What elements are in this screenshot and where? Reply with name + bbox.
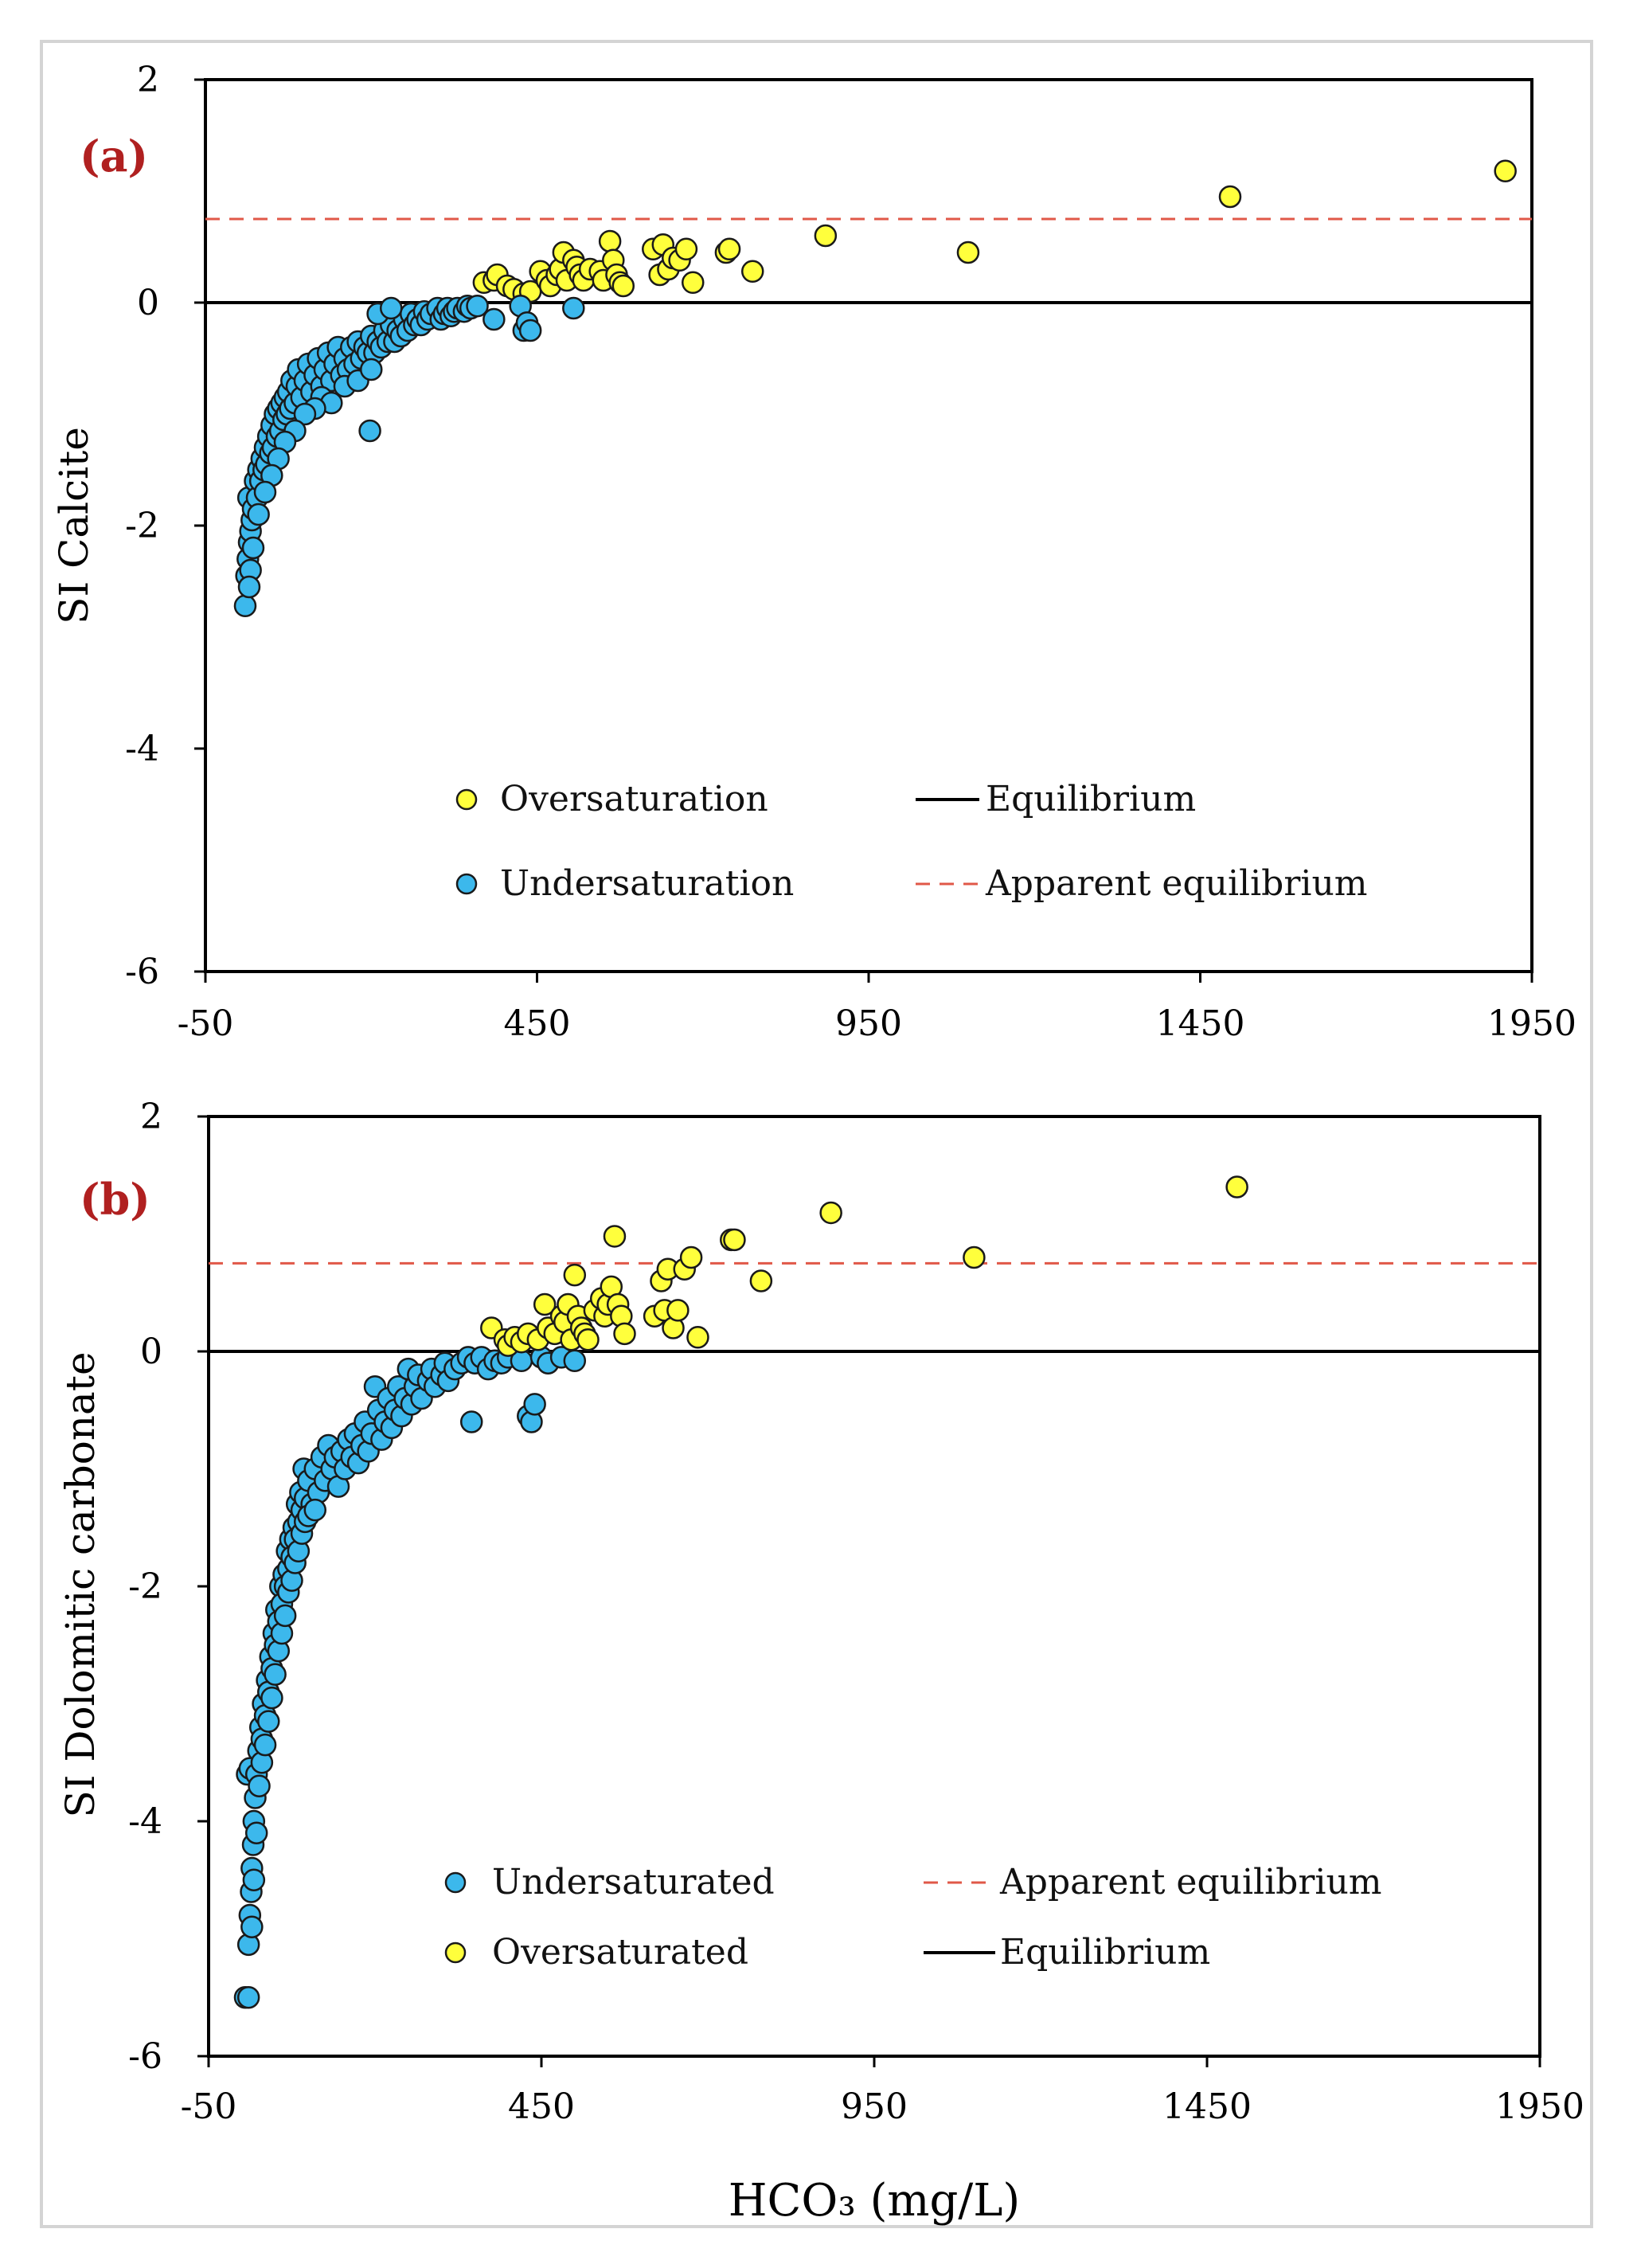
- panel-a-oversaturated-point: [611, 274, 635, 298]
- panel-b-oversaturated-point: [666, 1299, 690, 1322]
- panel-a-undersaturated-point: [247, 502, 270, 526]
- legend-label-undersaturated: Undersaturated: [492, 1862, 775, 1902]
- panel-b-oversaturated-point: [679, 1245, 703, 1269]
- panel-b-oversaturated-point: [563, 1263, 587, 1287]
- panel-b-undersaturated-point: [244, 1821, 268, 1844]
- panel-a-oversaturated-point: [1494, 159, 1517, 183]
- panel-a-y-tick-label: 0: [137, 283, 159, 323]
- legend-marker-undersaturated: [444, 1871, 467, 1894]
- panel-a-x-tick-label: 450: [504, 1003, 571, 1044]
- legend-label-oversaturated: Oversaturated: [492, 1932, 748, 1973]
- legend-marker-oversaturation: [455, 788, 478, 811]
- panel-b-oversaturated-point: [963, 1245, 986, 1269]
- panel-a-undersaturated-point: [482, 307, 506, 331]
- panel-a-undersaturated-point: [518, 319, 542, 342]
- panel-b-y-tick-label: -4: [128, 1801, 162, 1842]
- legend-label-equilibrium-b: Equilibrium: [1000, 1932, 1210, 1973]
- panel-a-y-tick-label: 2: [137, 60, 159, 100]
- panel-b-undersaturated-point: [260, 1686, 283, 1710]
- panel-a-undersaturated-point: [253, 480, 277, 504]
- panel-a-oversaturated-point: [956, 240, 980, 264]
- panel-b-x-tick-label: 950: [841, 2086, 908, 2127]
- panel-b-x-tick-label: 1950: [1495, 2086, 1584, 2127]
- panel-a-oversaturated-point: [740, 260, 764, 284]
- panel-b-undersaturated-point: [236, 1986, 260, 2009]
- panel-a-y-axis-label: SI Calcite: [51, 427, 97, 624]
- panel-b-oversaturated-point: [686, 1326, 709, 1349]
- panel-a: (a) SI Calcite -50 450 950 1450 1950 2 0 -2 -4 -6…: [51, 60, 1576, 1044]
- panel-b-y-axis-label: SI Dolomitic carbonate: [57, 1351, 104, 1817]
- panel-b-plot-area: [207, 1115, 1541, 2058]
- panel-b-undersaturated-point: [563, 1349, 587, 1373]
- panel-b-x-tick-label: 1450: [1162, 2086, 1252, 2127]
- panel-a-y-tick-label: -4: [125, 729, 159, 769]
- panel-a-x-tick-label: 1950: [1487, 1003, 1576, 1044]
- legend-marker-oversaturated: [444, 1941, 467, 1964]
- legend-label-apparent-equilibrium: Apparent equilibrium: [985, 863, 1368, 904]
- panel-b-x-tick-label: -50: [181, 2086, 237, 2127]
- panel-a-label: (a): [80, 131, 148, 182]
- panel-a-y-tick-label: -2: [125, 506, 159, 546]
- panel-b-legend: Undersaturated Apparent equilibrium Over…: [444, 1862, 1382, 1973]
- panel-a-oversaturated-point: [598, 229, 622, 253]
- legend-label-apparent-equilibrium-b: Apparent equilibrium: [999, 1862, 1382, 1902]
- panel-b-oversaturated-point: [613, 1322, 636, 1346]
- panel-b-oversaturated-point: [603, 1225, 627, 1248]
- panel-a-oversaturated-point: [717, 237, 741, 261]
- x-axis-label: HCO₃ (mg/L): [729, 2175, 1021, 2227]
- panel-b-y-tick-label: 0: [140, 1331, 162, 1372]
- panel-b-undersaturated-point: [253, 1733, 277, 1757]
- panel-b-undersaturated-point: [240, 1915, 264, 1938]
- panel-a-undersaturated-point: [358, 419, 381, 443]
- panel-b-oversaturated-point: [749, 1269, 773, 1292]
- panel-b-oversaturated-point: [1225, 1175, 1248, 1199]
- legend-marker-undersaturation: [455, 873, 478, 895]
- panel-b-label: (b): [80, 1174, 150, 1225]
- panel-a-x-tick-label: -50: [178, 1003, 234, 1044]
- panel-a-undersaturated-point: [233, 594, 257, 618]
- panel-a-legend: Oversaturation Equilibrium Undersaturati…: [455, 779, 1368, 904]
- panel-b-x-tick-label: 450: [508, 2086, 575, 2127]
- panel-b-oversaturated-point: [819, 1201, 842, 1225]
- panel-b-undersaturated-point: [256, 1710, 280, 1733]
- panel-a-undersaturated-point: [562, 296, 585, 320]
- panel-b-undersaturated-point: [523, 1393, 546, 1416]
- panel-a-undersaturated-point: [466, 294, 489, 318]
- panel-a-undersaturated-point: [237, 575, 261, 599]
- panel-b-undersaturated-point: [273, 1604, 297, 1628]
- panel-b-undersaturated-point: [248, 1774, 271, 1797]
- panel-a-undersaturated-point: [360, 358, 383, 381]
- panel-a-y-tick-label: -6: [125, 952, 159, 992]
- panel-a-oversaturated-point: [674, 237, 698, 261]
- panel-b-oversaturated-point: [723, 1228, 746, 1252]
- panel-a-x-tick-label: 950: [835, 1003, 902, 1044]
- panel-b-y-tick-label: -6: [128, 2036, 162, 2077]
- panel-b-undersaturated-point: [303, 1498, 327, 1522]
- panel-a-undersaturated-point: [241, 536, 265, 560]
- panel-b: (b) SI Dolomitic carbonate -50 450 950 1450…: [57, 1097, 1584, 2127]
- panel-b-oversaturated-point: [533, 1292, 557, 1316]
- panel-a-plot-area: [204, 78, 1533, 973]
- legend-label-equilibrium: Equilibrium: [986, 779, 1196, 819]
- panel-b-undersaturated-point: [459, 1410, 483, 1433]
- legend-label-undersaturation: Undersaturation: [500, 863, 794, 904]
- panel-a-x-tick-label: 1450: [1156, 1003, 1245, 1044]
- panel-b-y-tick-label: -2: [128, 1566, 162, 1607]
- panel-b-y-tick-label: 2: [140, 1097, 162, 1137]
- panel-b-oversaturated-point: [576, 1328, 600, 1351]
- panel-a-undersaturated-point: [379, 296, 403, 320]
- panel-a-oversaturated-point: [1218, 185, 1242, 209]
- legend-label-oversaturation: Oversaturation: [500, 779, 768, 819]
- panel-a-oversaturated-point: [814, 224, 838, 248]
- panel-b-undersaturated-point: [264, 1663, 287, 1686]
- panel-a-oversaturated-point: [682, 271, 705, 295]
- panel-b-undersaturated-point: [242, 1868, 266, 1891]
- panel-a-undersaturated-point: [293, 402, 317, 426]
